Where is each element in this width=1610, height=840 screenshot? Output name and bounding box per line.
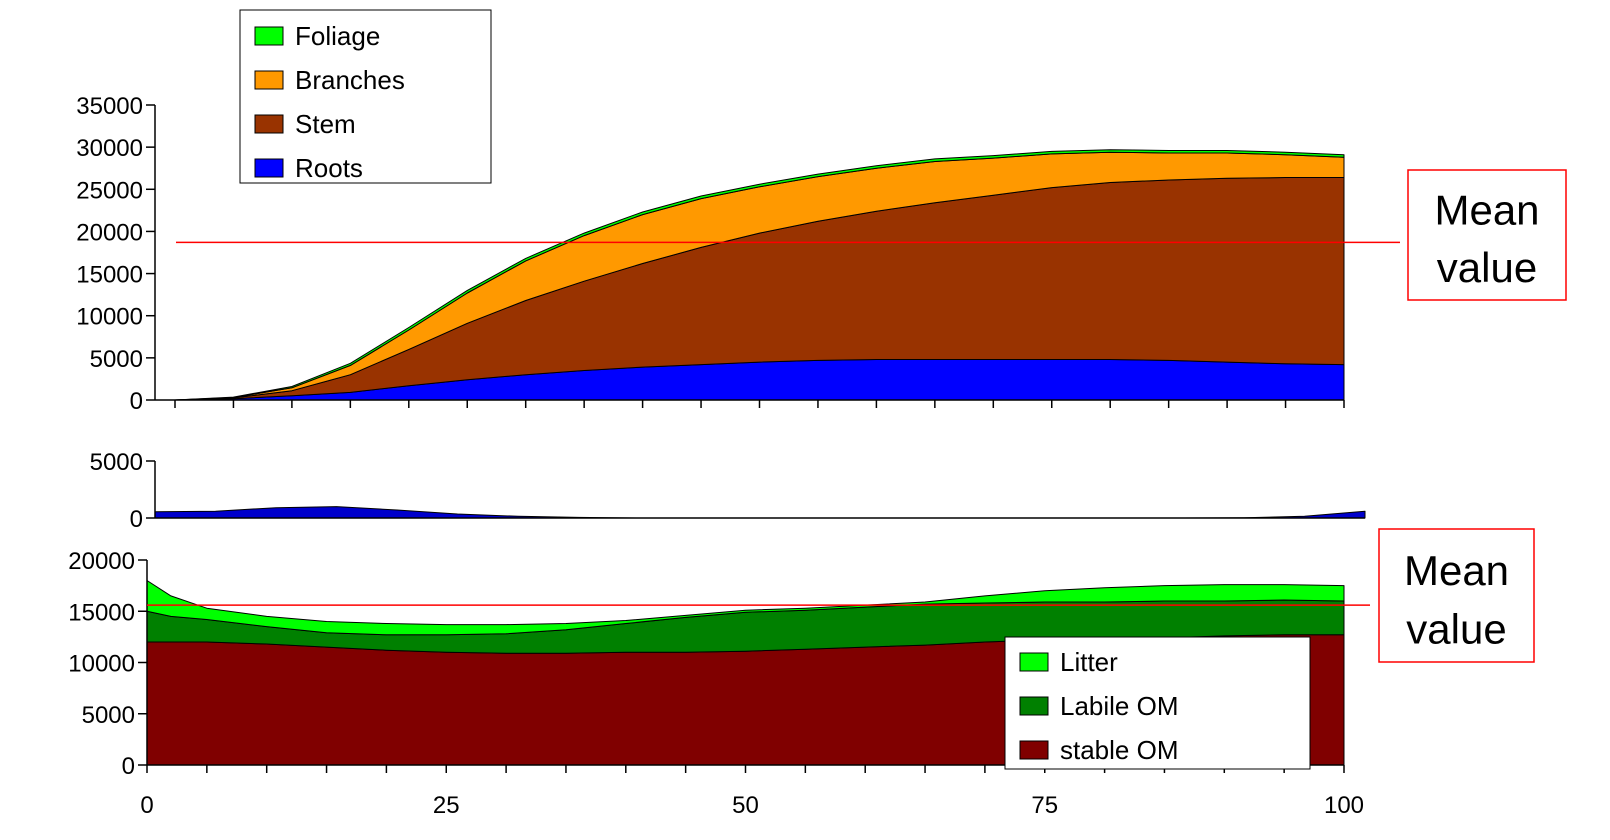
x-tick-label: 50 [732,792,759,819]
legend-swatch-labile-om [1019,696,1049,716]
top-panel-biomass: 0 5000 10000 15000 20000 25000 30000 35000 Mean v… [76,9,1567,415]
y-tick-label: 35000 [76,93,143,120]
y-tick-label: 0 [122,753,135,780]
area-litter [146,580,1345,636]
mean-value-label-line2: value [1437,244,1537,291]
y-tick-label: 30000 [76,135,143,162]
y-tick-label: 20000 [76,219,143,246]
legend-swatch-stem [254,114,284,134]
legend-box [1004,636,1311,770]
legend-label-stem: Stem [295,109,356,139]
mean-value-label-line1: Mean [1404,547,1509,594]
mean-value-box [1407,169,1567,301]
x-tick-label: 25 [433,792,460,819]
area-foliage [174,149,1345,401]
legend-swatch-stable-om [1019,740,1049,760]
legend-label-roots: Roots [295,153,363,183]
x-tick-label: 0 [140,792,153,819]
legend-label-branches: Branches [295,65,405,95]
y-tick-label: 0 [130,506,143,533]
y-tick-label: 25000 [76,177,143,204]
legend-swatch-litter [1019,652,1049,672]
mean-value-label-line2: value [1406,605,1506,652]
x-tick-label: 75 [1031,792,1058,819]
y-tick-label: 15000 [68,599,135,626]
mean-value-label-line1: Mean [1434,187,1539,234]
legend-label-labile-om: Labile OM [1060,691,1179,721]
legend-label-litter: Litter [1060,647,1118,677]
area-series-0 [154,506,1366,519]
y-tick-label: 15000 [76,262,143,289]
y-tick-label: 5000 [90,346,143,373]
legend-swatch-branches [254,70,284,90]
legend-swatch-roots [254,158,284,178]
y-tick-label: 10000 [68,651,135,678]
legend-label-stable-om: stable OM [1060,735,1179,765]
bottom-panel-soil: 0 5000 10000 15000 20000 0 25 50 75 100 Mean value L… [68,528,1535,819]
legend-swatch-foliage [254,26,284,46]
middle-panel: 0 5000 [90,449,1366,533]
legend-label-foliage: Foliage [295,21,380,51]
y-tick-label: 5000 [82,702,135,729]
y-tick-label: 5000 [90,449,143,476]
y-tick-label: 0 [130,388,143,415]
y-tick-label: 10000 [76,304,143,331]
y-tick-label: 20000 [68,548,135,575]
x-tick-label: 100 [1324,792,1364,819]
mean-value-box [1378,528,1535,663]
